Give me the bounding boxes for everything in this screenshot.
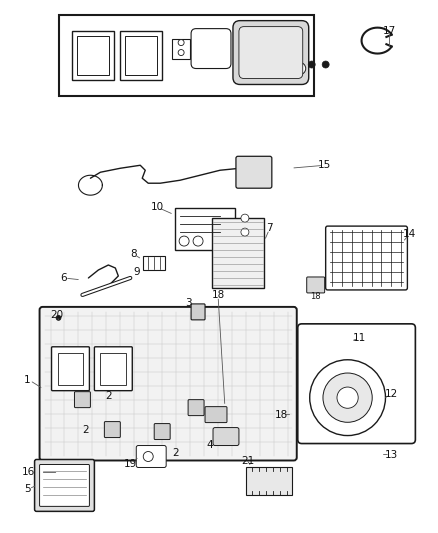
FancyBboxPatch shape (213, 427, 239, 446)
Text: 16: 16 (22, 467, 35, 478)
Text: 12: 12 (385, 389, 398, 399)
Text: 10: 10 (151, 202, 164, 212)
Circle shape (178, 50, 184, 55)
Text: 8: 8 (130, 249, 137, 259)
Bar (143, 256, 165, 270)
Text: 1: 1 (24, 375, 31, 385)
Bar (246, 467, 292, 495)
Bar (57, 353, 83, 385)
Circle shape (323, 373, 372, 422)
FancyBboxPatch shape (205, 407, 227, 423)
FancyBboxPatch shape (104, 422, 120, 438)
Text: 18: 18 (311, 293, 321, 302)
Circle shape (308, 61, 315, 68)
Bar (172, 38, 190, 59)
Circle shape (241, 214, 249, 222)
Text: 11: 11 (353, 333, 366, 343)
FancyBboxPatch shape (35, 459, 95, 511)
FancyBboxPatch shape (95, 347, 132, 391)
Bar (72, 30, 114, 80)
Text: 20: 20 (50, 310, 63, 320)
Circle shape (294, 62, 306, 75)
Text: 18: 18 (275, 410, 289, 419)
Text: 14: 14 (403, 229, 416, 239)
FancyBboxPatch shape (191, 29, 231, 69)
FancyBboxPatch shape (74, 392, 90, 408)
Text: 17: 17 (383, 26, 396, 36)
Text: 15: 15 (318, 160, 331, 170)
Circle shape (143, 451, 153, 462)
Bar (212, 218, 264, 288)
Text: 6: 6 (60, 273, 67, 283)
FancyBboxPatch shape (39, 464, 89, 506)
Circle shape (322, 61, 329, 68)
FancyBboxPatch shape (298, 324, 415, 443)
Text: 4: 4 (207, 440, 213, 449)
Bar (175, 208, 235, 250)
Text: 9: 9 (133, 267, 140, 277)
Text: 13: 13 (385, 449, 398, 459)
Bar (120, 30, 162, 80)
FancyBboxPatch shape (154, 424, 170, 440)
Circle shape (178, 39, 184, 46)
Text: 3: 3 (185, 298, 191, 308)
FancyBboxPatch shape (326, 226, 407, 290)
Bar (78, 36, 110, 76)
Text: 18: 18 (212, 290, 225, 300)
FancyBboxPatch shape (236, 156, 272, 188)
FancyBboxPatch shape (188, 400, 204, 416)
Circle shape (337, 387, 358, 408)
Text: 2: 2 (82, 425, 89, 434)
Circle shape (56, 316, 61, 320)
Text: 2: 2 (172, 448, 178, 457)
Circle shape (310, 360, 385, 435)
Bar (100, 353, 126, 385)
Circle shape (193, 236, 203, 246)
FancyBboxPatch shape (307, 277, 325, 293)
Bar (125, 36, 157, 76)
FancyBboxPatch shape (52, 347, 89, 391)
FancyBboxPatch shape (191, 304, 205, 320)
FancyBboxPatch shape (136, 446, 166, 467)
Text: 19: 19 (124, 459, 137, 470)
Text: 2: 2 (105, 391, 112, 401)
Circle shape (179, 236, 189, 246)
Text: 5: 5 (24, 484, 31, 495)
Text: 7: 7 (267, 223, 273, 233)
Circle shape (241, 228, 249, 236)
FancyBboxPatch shape (39, 307, 297, 461)
FancyBboxPatch shape (233, 21, 309, 84)
Text: 21: 21 (241, 456, 254, 466)
Bar (59, 15, 314, 96)
FancyBboxPatch shape (239, 27, 303, 78)
